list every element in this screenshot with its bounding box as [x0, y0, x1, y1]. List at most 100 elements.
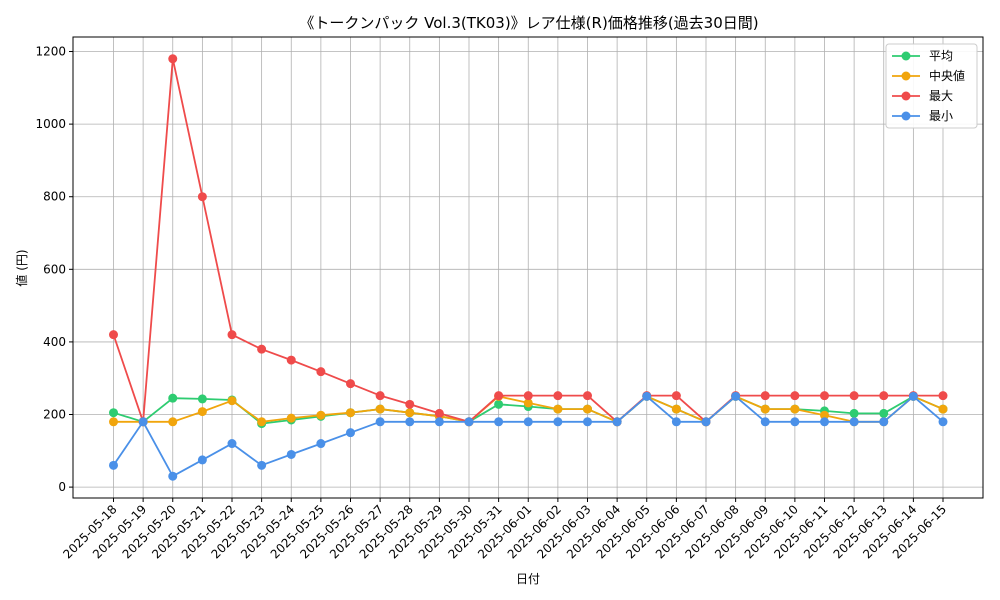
data-point	[109, 330, 118, 340]
legend-entry: 最大	[892, 89, 953, 103]
data-point	[820, 391, 829, 401]
data-point	[938, 404, 948, 414]
y-tick-label: 0	[58, 480, 66, 494]
data-point	[879, 417, 889, 427]
legend-entry: 中央値	[892, 68, 965, 83]
data-point	[316, 410, 326, 420]
data-point	[583, 417, 592, 427]
data-point	[168, 393, 178, 403]
data-point	[316, 439, 326, 449]
data-point	[523, 391, 533, 401]
legend-box	[885, 43, 978, 129]
legend-label: 最小	[929, 109, 953, 123]
legend-marker	[901, 111, 911, 121]
data-point	[286, 449, 296, 459]
data-point	[908, 391, 918, 401]
data-point	[197, 394, 207, 404]
data-point	[434, 408, 444, 418]
data-point	[346, 408, 355, 418]
data-point	[642, 391, 652, 401]
data-point	[464, 417, 474, 427]
data-point	[523, 398, 533, 408]
data-point	[701, 417, 711, 427]
data-point	[671, 391, 681, 401]
x-axis-label: 日付	[516, 572, 540, 586]
data-point	[375, 417, 385, 427]
data-point	[553, 404, 563, 414]
chart-title: 《トークンパック Vol.3(TK03)》レア仕様(R)価格推移(過去30日間)	[299, 14, 758, 32]
data-point	[849, 408, 859, 418]
data-point	[257, 460, 267, 470]
data-point	[197, 455, 207, 465]
y-tick-label: 1000	[35, 117, 66, 131]
legend-label: 平均	[929, 49, 953, 63]
data-point	[879, 391, 889, 401]
data-point	[820, 417, 829, 427]
data-point	[227, 330, 237, 340]
data-point	[760, 417, 770, 427]
data-point	[405, 417, 415, 427]
data-point	[731, 391, 741, 401]
legend-marker	[901, 71, 911, 81]
data-point	[583, 391, 592, 401]
data-point	[434, 417, 444, 427]
data-point	[523, 417, 533, 427]
legend-marker	[901, 51, 911, 61]
data-point	[286, 355, 296, 365]
data-point	[790, 391, 800, 401]
data-point	[494, 399, 504, 409]
data-point	[197, 407, 207, 417]
y-tick-label: 200	[43, 408, 66, 422]
data-point	[316, 367, 326, 377]
data-point	[168, 471, 178, 481]
data-point	[227, 439, 237, 449]
y-axis-label: 値 (円)	[14, 249, 29, 286]
data-point	[790, 404, 800, 414]
legend-marker	[901, 91, 911, 101]
data-point	[820, 410, 829, 420]
data-point	[109, 460, 118, 470]
grid	[73, 37, 983, 498]
legend-label: 中央値	[929, 68, 965, 83]
data-point	[375, 404, 385, 414]
data-point	[494, 417, 504, 427]
data-point	[553, 417, 563, 427]
series-lines	[109, 54, 948, 481]
data-point	[346, 379, 355, 389]
data-point	[938, 391, 948, 401]
x-axis: 2025-05-182025-05-192025-05-202025-05-21…	[60, 498, 949, 561]
legend-label: 最大	[929, 89, 953, 103]
data-point	[671, 417, 681, 427]
legend-entry: 平均	[892, 49, 953, 63]
data-point	[109, 417, 118, 427]
y-tick-label: 800	[43, 190, 66, 204]
data-point	[405, 399, 415, 409]
data-point	[168, 417, 178, 427]
data-point	[227, 396, 237, 406]
data-point	[375, 391, 385, 401]
data-point	[879, 408, 889, 418]
data-point	[760, 391, 770, 401]
data-point	[553, 391, 563, 401]
data-point	[346, 428, 355, 438]
legend-entry: 最小	[892, 109, 953, 123]
data-point	[494, 391, 504, 401]
data-point	[109, 408, 118, 418]
data-point	[138, 417, 148, 427]
data-point	[583, 404, 592, 414]
data-point	[286, 413, 296, 423]
y-axis: 0 200 400 600 800 1000 1200	[35, 45, 73, 494]
data-point	[849, 391, 859, 401]
y-tick-label: 400	[43, 335, 66, 349]
data-point	[938, 417, 948, 427]
data-point	[612, 417, 622, 427]
data-point	[790, 417, 800, 427]
data-point	[849, 417, 859, 427]
data-point	[197, 192, 207, 202]
data-point	[671, 404, 681, 414]
data-point	[405, 408, 415, 418]
data-point	[760, 404, 770, 414]
y-tick-label: 1200	[35, 45, 66, 59]
